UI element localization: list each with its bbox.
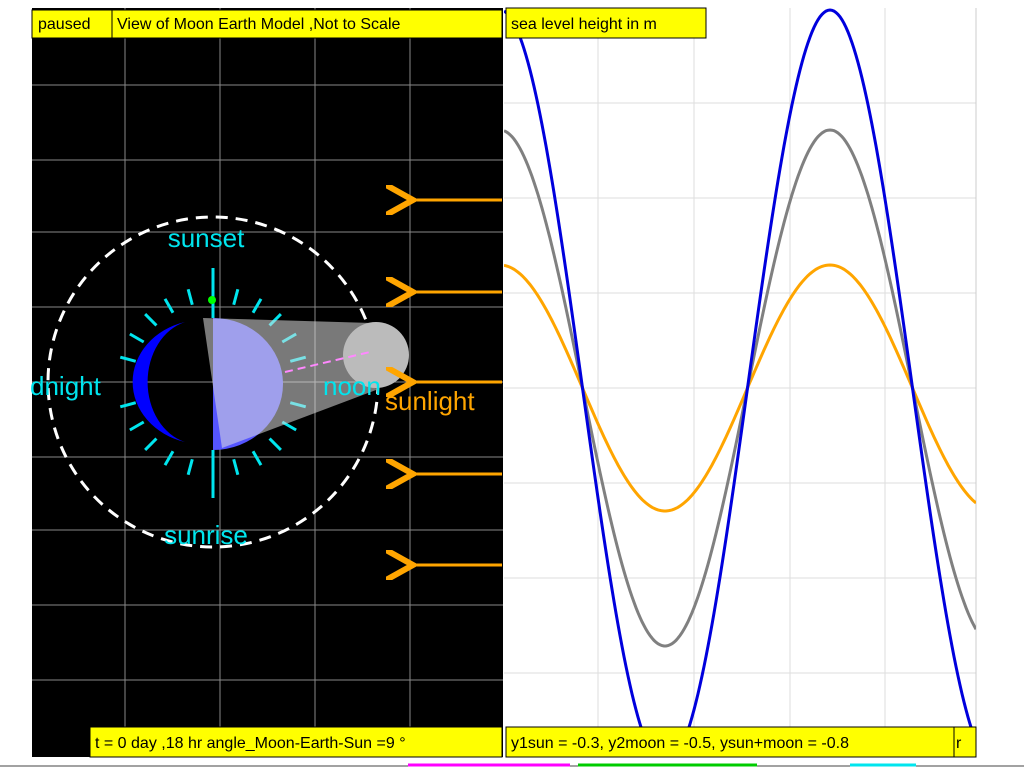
hour-tick	[186, 288, 194, 306]
sunlight-label: sunlight	[385, 386, 475, 416]
hour-tick	[144, 313, 158, 327]
hour-tick	[186, 458, 194, 476]
title: View of Moon Earth Model ,Not to Scale	[117, 16, 401, 33]
sunset-label: sunset	[168, 223, 245, 253]
hour-tick	[163, 450, 175, 466]
hour-tick	[268, 437, 282, 451]
hour-tick	[251, 450, 263, 466]
title-box	[111, 9, 503, 39]
status: paused	[38, 16, 91, 33]
moon-earth-line	[284, 351, 371, 373]
hour-tick	[163, 298, 175, 314]
hour-tick	[129, 420, 145, 432]
tidal-bulge	[203, 318, 376, 448]
hour-tick	[251, 298, 263, 314]
tide-curves	[504, 8, 976, 727]
bottom-strip	[0, 763, 1024, 767]
earth-night-side	[132, 322, 185, 442]
sunrise-label: sunrise	[164, 520, 248, 550]
time-readout: t = 0 day ,18 hr angle_Moon-Earth-Sun =9…	[95, 735, 406, 752]
hour-tick	[119, 355, 137, 363]
graph-title-box	[505, 7, 707, 39]
hour-tick	[144, 437, 158, 451]
hour-tick	[129, 332, 145, 344]
time-box	[89, 726, 503, 758]
noon-label: noon	[323, 371, 381, 401]
hour-tick	[232, 458, 240, 476]
total-tide-curve	[504, 8, 973, 727]
hour-tick	[119, 401, 137, 409]
extra-box	[953, 726, 977, 758]
graph-title: sea level height in m	[511, 16, 657, 33]
sun-rays	[410, 200, 502, 565]
hour-tick	[232, 288, 240, 306]
night-label: dnight	[30, 371, 102, 401]
extra-readout: r	[956, 735, 962, 752]
observer	[208, 296, 216, 304]
heights-readout: y1sun = -0.3, y2moon = -0.5, ysun+moon =…	[511, 735, 849, 752]
